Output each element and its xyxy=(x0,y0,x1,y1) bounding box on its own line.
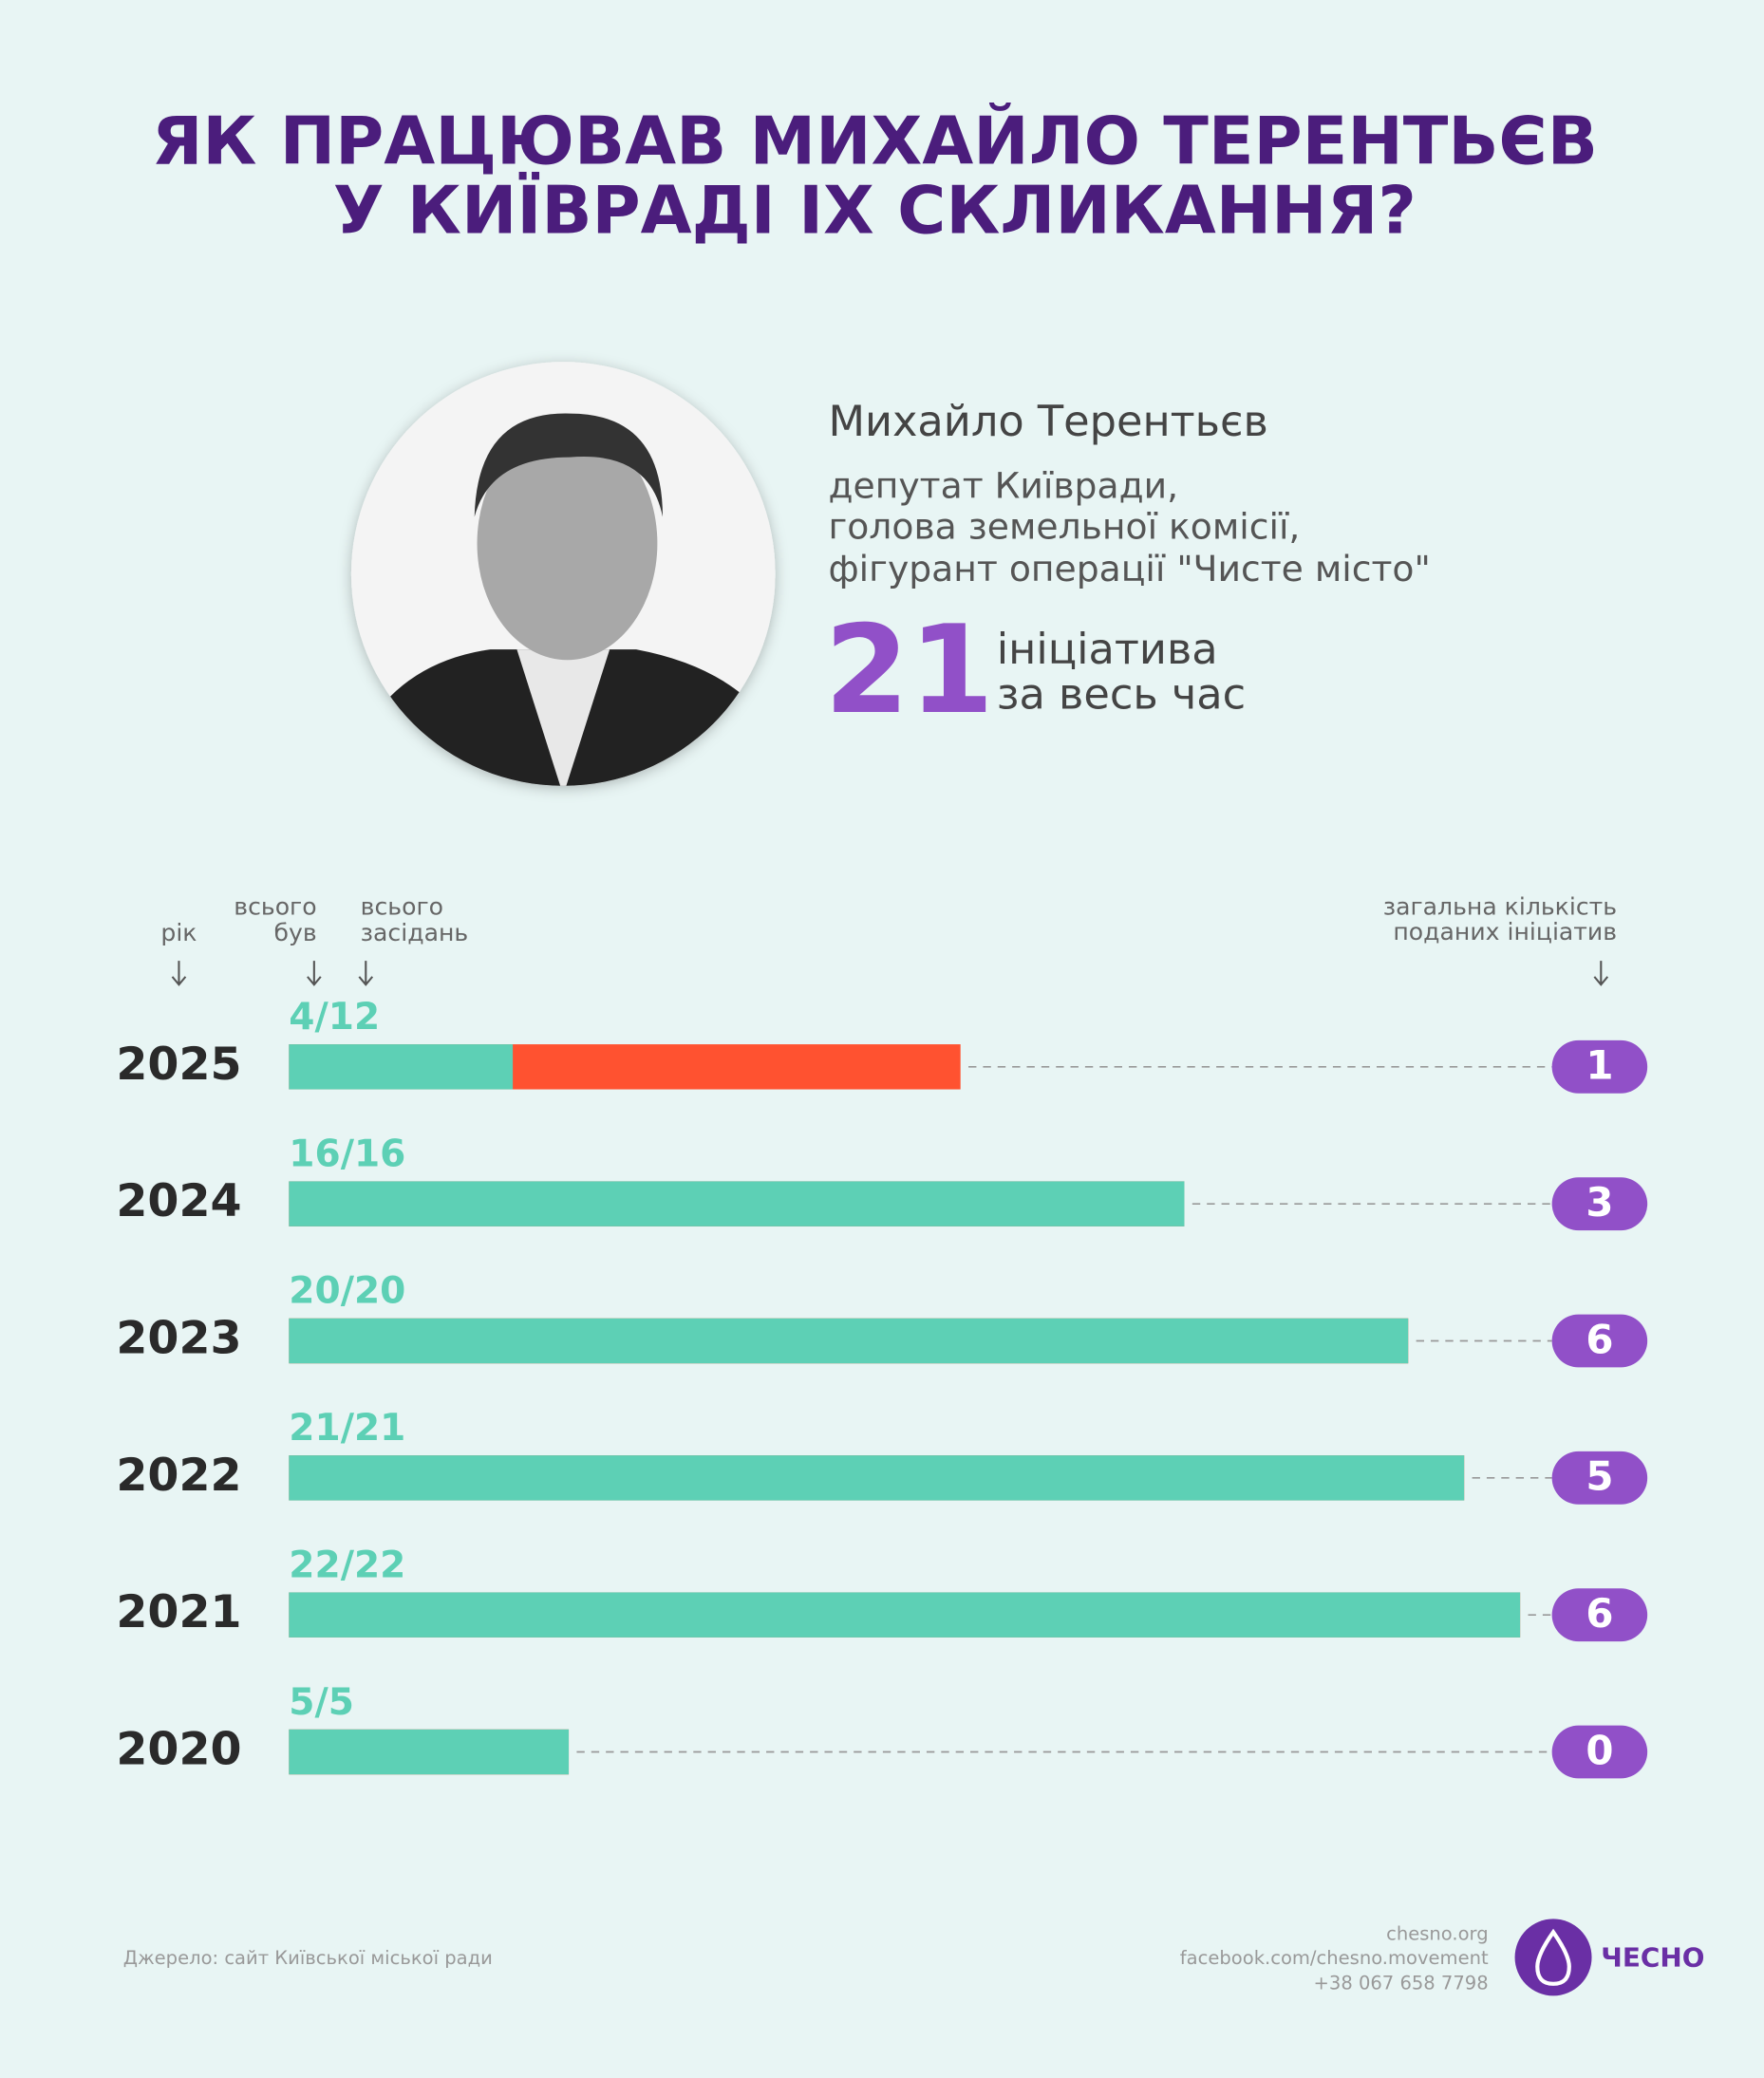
year-label: 2025 xyxy=(116,1039,241,1091)
year-label: 2022 xyxy=(116,1450,241,1502)
contact: chesno.org xyxy=(1386,1923,1489,1945)
column-label: загальна кількість xyxy=(1383,892,1617,920)
logo-mark xyxy=(1514,1919,1592,1996)
value-label: 16/16 xyxy=(289,1133,405,1175)
initiatives-pill xyxy=(1551,1451,1648,1505)
initiatives-pill xyxy=(1551,1177,1648,1231)
initiatives-label: 6 xyxy=(1586,1316,1613,1362)
value-label: 4/12 xyxy=(289,996,380,1039)
initiatives-label: 5 xyxy=(1586,1453,1613,1500)
profile-description: депутат Київради, xyxy=(828,464,1178,506)
contact: facebook.com/chesno.movement xyxy=(1180,1947,1489,1969)
year-label: 2024 xyxy=(116,1175,241,1227)
contact: +38 067 658 7798 xyxy=(1314,1972,1489,1994)
logo-text: ЧЕСНО xyxy=(1601,1941,1704,1973)
year-label: 2020 xyxy=(116,1724,241,1776)
total-caption: ініціатива xyxy=(997,625,1218,674)
initiatives-pill xyxy=(1551,1039,1648,1094)
initiatives-label: 6 xyxy=(1586,1590,1613,1637)
initiatives-pill xyxy=(1551,1725,1648,1779)
profile-description: голова земельної комісії, xyxy=(828,506,1300,548)
column-label: був xyxy=(273,919,316,946)
attended-bar xyxy=(289,1181,1185,1226)
value-label: 21/21 xyxy=(289,1407,405,1450)
initiatives-label: 3 xyxy=(1586,1179,1613,1226)
value-label: 5/5 xyxy=(289,1681,354,1724)
initiatives-pill xyxy=(1551,1588,1648,1642)
attended-bar xyxy=(289,1455,1465,1501)
attended-bar xyxy=(289,1729,570,1775)
arrows xyxy=(171,961,1609,986)
profile-description: фігурант операції "Чисте місто" xyxy=(828,548,1430,590)
column-label: всього xyxy=(361,892,443,920)
title: У КИЇВРАДІ IX СКЛИКАННЯ? xyxy=(333,171,1417,249)
initiatives-label: 0 xyxy=(1586,1727,1613,1773)
source: Джерело: сайт Київської міської ради xyxy=(123,1947,493,1969)
column-label: рік xyxy=(160,919,197,946)
year-label: 2021 xyxy=(116,1586,241,1638)
attended-bar xyxy=(289,1318,1409,1364)
profile-name: Михайло Терентьєв xyxy=(828,397,1267,446)
attended-bar xyxy=(289,1592,1521,1638)
total-caption: за весь час xyxy=(997,669,1246,719)
title: ЯК ПРАЦЮВАВ МИХАЙЛО ТЕРЕНТЬЄВ xyxy=(152,103,1598,180)
logo-icon xyxy=(1535,1928,1571,1986)
total-initiatives: 21 xyxy=(824,600,994,741)
value-label: 22/22 xyxy=(289,1544,405,1586)
column-label: поданих ініціатив xyxy=(1393,918,1617,945)
value-label: 20/20 xyxy=(289,1270,405,1313)
column-label: всього xyxy=(234,892,316,920)
column-label: засідань xyxy=(361,919,468,946)
initiatives-label: 1 xyxy=(1586,1042,1613,1089)
attended-bar xyxy=(289,1044,514,1090)
initiatives-pill xyxy=(1551,1314,1648,1368)
year-label: 2023 xyxy=(116,1312,241,1364)
